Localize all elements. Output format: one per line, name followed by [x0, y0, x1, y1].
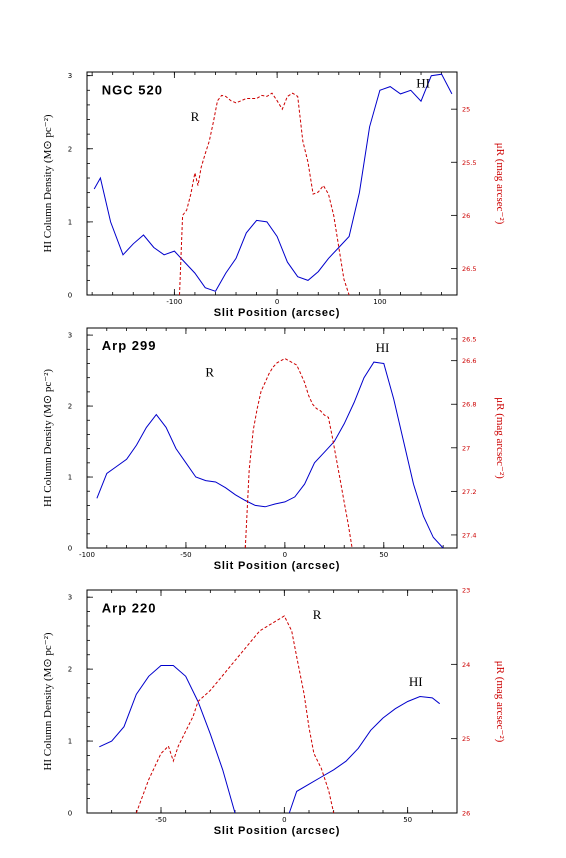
y-right-tick-label: 25 — [462, 735, 470, 743]
y-right-tick-label: 26.8 — [462, 401, 476, 409]
y-right-axis-label: μR (mag arcsec⁻²) — [494, 397, 506, 479]
y-tick-label: 0 — [68, 292, 72, 300]
y-right-tick-label: 26.6 — [462, 357, 476, 365]
series-label-r: R — [313, 607, 322, 622]
chart-panel-2: -100 -50 0 50 0 1 2 3 26.5 26.6 26.8 27 27.2 27.4 Slit… — [42, 327, 506, 572]
y-right-tick-label: 27.2 — [462, 488, 476, 496]
x-tick-label: 0 — [283, 551, 287, 559]
plot-frame — [86, 71, 458, 296]
x-tick-label: -50 — [155, 816, 166, 824]
y-right-tick-label: 25 — [462, 106, 470, 114]
y-right-axis-label: μR (mag arcsec⁻²) — [494, 143, 506, 225]
y-tick-label: 0 — [68, 545, 72, 553]
x-tick-label: -100 — [166, 298, 182, 306]
y-tick-label: 2 — [68, 403, 72, 411]
series-line-hi — [93, 73, 453, 292]
x-tick-label: -50 — [180, 551, 191, 559]
x-axis-label: Slit Position (arcsec) — [214, 307, 340, 319]
series-label-r: R — [205, 364, 214, 379]
series-line-r — [135, 615, 335, 814]
y-right-tick-label: 26.5 — [462, 335, 476, 343]
plot-frame — [86, 327, 458, 549]
panel-title: Arp 299 — [102, 338, 157, 353]
x-axis-label: Slit Position (arcsec) — [214, 560, 340, 572]
y-right-tick-label: 26.5 — [462, 265, 476, 273]
series-line-hi — [288, 695, 441, 814]
y-right-axis-label: μR (mag arcsec⁻²) — [494, 661, 506, 743]
y-right-tick-label: 27.4 — [462, 531, 476, 539]
panel-title: NGC 520 — [102, 82, 163, 97]
x-tick-label: 50 — [403, 816, 412, 824]
series-label-hi: HI — [409, 674, 423, 689]
y-axis-label: HI Column Density (M⊙ pc⁻²) — [42, 632, 54, 770]
chart-panel-1: -100 0 100 0 1 2 3 25 25.5 26 26.5 Slit Position (a… — [42, 71, 506, 319]
y-tick-label: 1 — [68, 738, 72, 746]
y-right-tick-label: 24 — [462, 661, 470, 669]
plot-frame — [86, 589, 458, 814]
y-tick-label: 1 — [68, 218, 72, 226]
y-axis-label: HI Column Density (M⊙ pc⁻²) — [42, 369, 54, 507]
series-label-hi: HI — [416, 76, 430, 91]
series-line-r — [179, 92, 350, 296]
series-label-r: R — [191, 109, 200, 124]
x-tick-label: 0 — [275, 298, 279, 306]
y-tick-label: 3 — [68, 72, 72, 80]
panel-title: Arp 220 — [102, 600, 157, 615]
y-right-tick-label: 23 — [462, 587, 470, 595]
y-tick-label: 2 — [68, 145, 72, 153]
x-tick-label: 50 — [379, 551, 388, 559]
y-axis-label: HI Column Density (M⊙ pc⁻²) — [42, 114, 54, 252]
series-line-hi — [99, 665, 236, 814]
y-right-tick-label: 26 — [462, 212, 470, 220]
x-tick-label: -100 — [79, 551, 95, 559]
y-tick-label: 3 — [68, 594, 72, 602]
x-tick-label: 100 — [373, 298, 386, 306]
y-tick-label: 3 — [68, 332, 72, 340]
series-label-hi: HI — [376, 340, 390, 355]
y-right-tick-label: 27 — [462, 444, 470, 452]
y-right-tick-label: 26 — [462, 810, 470, 818]
series-line-r — [244, 357, 353, 549]
x-tick-label: 0 — [282, 816, 286, 824]
series-line-hi — [96, 361, 444, 549]
y-tick-label: 2 — [68, 666, 72, 674]
y-tick-label: 0 — [68, 810, 72, 818]
x-axis-label: Slit Position (arcsec) — [214, 825, 340, 837]
y-tick-label: 1 — [68, 474, 72, 482]
y-right-tick-label: 25.5 — [462, 159, 476, 167]
